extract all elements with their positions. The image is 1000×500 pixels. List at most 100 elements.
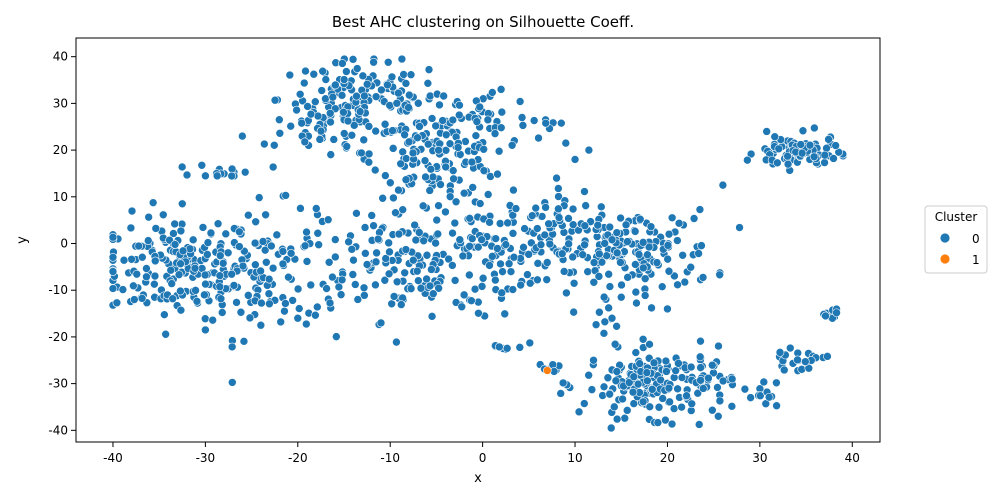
point-cluster-0 xyxy=(257,298,266,308)
point-cluster-0 xyxy=(554,204,563,214)
point-cluster-0 xyxy=(158,210,168,220)
point-cluster-0 xyxy=(391,208,400,217)
point-cluster-0 xyxy=(542,258,552,267)
point-cluster-0 xyxy=(118,285,128,294)
legend-marker-cluster-1 xyxy=(939,253,951,265)
point-cluster-0 xyxy=(301,66,310,76)
point-cluster-0 xyxy=(587,385,597,394)
point-cluster-0 xyxy=(150,271,160,281)
point-cluster-0 xyxy=(559,267,569,276)
point-cluster-0 xyxy=(239,337,249,346)
point-cluster-0 xyxy=(783,159,793,169)
point-cluster-0 xyxy=(612,322,621,331)
point-cluster-0 xyxy=(392,277,402,287)
point-cluster-0 xyxy=(108,267,118,276)
point-cluster-0 xyxy=(823,352,832,361)
point-cluster-0 xyxy=(201,171,210,181)
point-cluster-0 xyxy=(607,313,617,323)
point-cluster-0 xyxy=(663,241,673,250)
point-cluster-0 xyxy=(284,272,293,282)
point-cluster-0 xyxy=(275,115,284,125)
point-cluster-0 xyxy=(310,97,320,107)
point-cluster-0 xyxy=(568,220,578,229)
point-cluster-0 xyxy=(467,296,476,306)
point-cluster-0 xyxy=(170,240,180,249)
point-cluster-0 xyxy=(804,363,814,373)
x-axis-label: x xyxy=(474,471,482,486)
point-cluster-0 xyxy=(704,373,713,383)
point-cluster-0 xyxy=(610,339,620,349)
point-cluster-0 xyxy=(658,394,667,403)
point-cluster-0 xyxy=(441,207,450,217)
x-tick-label: 10 xyxy=(567,451,582,465)
point-cluster-0 xyxy=(698,273,708,282)
point-cluster-0 xyxy=(427,312,437,321)
point-cluster-0 xyxy=(498,267,507,276)
point-cluster-0 xyxy=(629,372,639,382)
point-cluster-0 xyxy=(396,300,406,309)
point-cluster-0 xyxy=(347,130,357,140)
point-cluster-0 xyxy=(216,294,226,304)
point-cluster-0 xyxy=(696,375,705,385)
point-cluster-0 xyxy=(493,169,502,179)
point-cluster-0 xyxy=(718,180,728,190)
point-cluster-0 xyxy=(404,137,414,147)
point-cluster-0 xyxy=(471,131,481,140)
point-cluster-0 xyxy=(662,367,671,376)
point-cluster-0 xyxy=(438,116,447,125)
point-cluster-0 xyxy=(293,313,303,323)
point-cluster-0 xyxy=(129,281,138,291)
point-cluster-0 xyxy=(450,276,460,285)
point-cluster-0 xyxy=(227,342,237,352)
point-cluster-0 xyxy=(265,299,274,309)
point-cluster-0 xyxy=(286,249,296,258)
point-cluster-0 xyxy=(545,239,555,249)
point-cluster-0 xyxy=(640,274,650,283)
point-cluster-0 xyxy=(309,69,319,79)
point-cluster-0 xyxy=(406,70,416,80)
point-cluster-0 xyxy=(693,388,703,398)
point-cluster-0 xyxy=(396,159,405,169)
point-cluster-0 xyxy=(624,378,634,387)
point-cluster-0 xyxy=(425,91,435,101)
point-cluster-0 xyxy=(352,64,362,73)
point-cluster-0 xyxy=(361,249,370,258)
point-cluster-0 xyxy=(821,311,830,321)
point-cluster-0 xyxy=(508,229,518,238)
point-cluster-0 xyxy=(544,219,553,229)
point-cluster-0 xyxy=(455,235,465,245)
point-cluster-0 xyxy=(192,297,202,306)
point-cluster-0 xyxy=(509,185,518,195)
point-cluster-0 xyxy=(422,250,432,260)
point-cluster-0 xyxy=(611,376,621,386)
point-cluster-0 xyxy=(169,229,178,238)
point-cluster-0 xyxy=(358,71,368,81)
point-cluster-0 xyxy=(609,402,619,412)
point-cluster-0 xyxy=(479,144,488,154)
point-cluster-0 xyxy=(281,191,290,200)
y-tick-label: 20 xyxy=(53,143,68,157)
point-cluster-0 xyxy=(740,384,750,394)
point-cluster-0 xyxy=(533,275,542,285)
point-cluster-0 xyxy=(142,272,151,282)
point-cluster-0 xyxy=(302,227,311,237)
point-cluster-0 xyxy=(508,285,518,294)
point-cluster-0 xyxy=(150,256,160,266)
point-cluster-0 xyxy=(177,199,187,209)
point-cluster-0 xyxy=(574,407,584,417)
point-cluster-0 xyxy=(474,242,483,252)
point-cluster-0 xyxy=(384,269,394,279)
point-cluster-0 xyxy=(427,265,436,274)
point-cluster-0 xyxy=(203,238,213,247)
point-cluster-0 xyxy=(770,132,780,142)
y-tick-label: 30 xyxy=(53,96,68,110)
point-cluster-0 xyxy=(504,259,514,269)
point-cluster-0 xyxy=(428,289,438,299)
point-cluster-0 xyxy=(371,257,381,267)
point-cluster-0 xyxy=(144,212,153,222)
legend-label-cluster-1: 1 xyxy=(972,253,980,267)
point-cluster-0 xyxy=(533,224,542,233)
point-cluster-0 xyxy=(227,269,236,279)
point-cluster-0 xyxy=(458,251,468,261)
